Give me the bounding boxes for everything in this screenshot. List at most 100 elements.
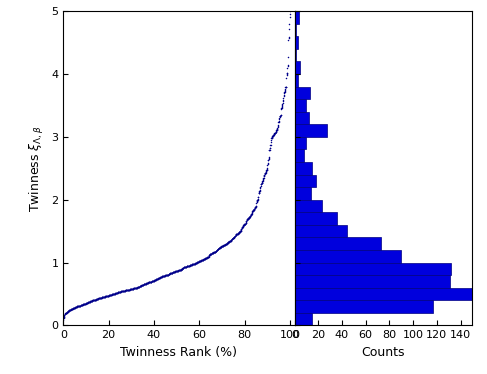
Point	[276, 113, 284, 119]
Point	[258, 180, 266, 186]
Point	[145, 279, 152, 285]
Bar	[295, 99, 306, 112]
Point	[277, 112, 284, 118]
Point	[139, 282, 147, 288]
Point	[82, 301, 90, 307]
Point	[250, 206, 258, 212]
Point	[274, 123, 282, 129]
Point	[163, 272, 171, 278]
Point	[223, 240, 231, 246]
Point	[172, 269, 180, 275]
Bar	[295, 150, 304, 162]
Point	[219, 243, 226, 249]
Point	[169, 269, 177, 275]
Point	[106, 292, 114, 298]
Point	[262, 169, 270, 175]
Point	[234, 230, 242, 236]
Point	[112, 290, 120, 296]
Point	[121, 288, 129, 294]
Point	[260, 173, 268, 179]
Point	[88, 298, 96, 304]
Point	[181, 264, 188, 270]
Point	[196, 258, 204, 264]
Point	[225, 238, 233, 244]
Point	[187, 262, 195, 268]
Point	[245, 215, 253, 221]
Point	[261, 171, 269, 177]
Point	[178, 266, 186, 272]
Point	[143, 280, 151, 286]
Point	[247, 211, 255, 217]
Point	[204, 254, 211, 260]
Point	[232, 232, 240, 237]
Point	[182, 264, 190, 270]
Point	[247, 211, 255, 217]
Point	[175, 267, 183, 273]
Point	[139, 282, 147, 288]
Point	[230, 234, 238, 240]
Point	[112, 290, 120, 296]
Point	[175, 267, 183, 273]
Point	[263, 166, 271, 172]
Point	[126, 286, 133, 292]
Point	[122, 287, 130, 293]
Point	[157, 274, 165, 280]
Point	[89, 297, 97, 303]
Point	[286, 13, 294, 19]
Point	[68, 306, 75, 312]
Point	[137, 283, 145, 289]
Point	[238, 226, 245, 232]
Point	[111, 291, 119, 297]
Point	[142, 281, 150, 287]
Bar	[295, 137, 306, 150]
Point	[229, 235, 237, 241]
Point	[165, 272, 172, 278]
Point	[139, 282, 147, 288]
Point	[251, 205, 259, 211]
Point	[138, 282, 146, 288]
Point	[256, 185, 264, 191]
Point	[249, 208, 257, 214]
Point	[149, 278, 156, 284]
Point	[211, 249, 219, 255]
Point	[118, 288, 126, 294]
Point	[180, 264, 187, 270]
Point	[176, 267, 184, 273]
Point	[115, 289, 123, 295]
Point	[239, 223, 247, 229]
Point	[80, 301, 88, 307]
Point	[155, 275, 163, 281]
Point	[154, 275, 162, 281]
Point	[59, 317, 67, 323]
Point	[83, 300, 91, 306]
Point	[235, 229, 243, 235]
Point	[86, 298, 94, 304]
Point	[248, 208, 256, 214]
Point	[274, 125, 281, 131]
Point	[156, 275, 164, 280]
Point	[187, 262, 195, 268]
Point	[198, 257, 206, 263]
Point	[70, 305, 77, 311]
Point	[251, 204, 259, 210]
Point	[141, 281, 149, 287]
Point	[131, 285, 139, 291]
Point	[258, 180, 265, 186]
Point	[127, 286, 134, 292]
Point	[235, 230, 243, 236]
Point	[96, 295, 104, 301]
Bar	[295, 300, 433, 313]
Point	[99, 294, 107, 300]
Point	[284, 37, 292, 43]
Point	[145, 279, 153, 285]
Point	[120, 288, 128, 294]
Point	[86, 299, 94, 305]
Point	[207, 251, 215, 257]
Point	[67, 307, 75, 313]
Point	[72, 304, 79, 310]
Point	[82, 300, 90, 306]
Point	[87, 298, 95, 304]
Point	[150, 278, 158, 284]
Point	[174, 267, 182, 273]
Point	[179, 266, 187, 272]
